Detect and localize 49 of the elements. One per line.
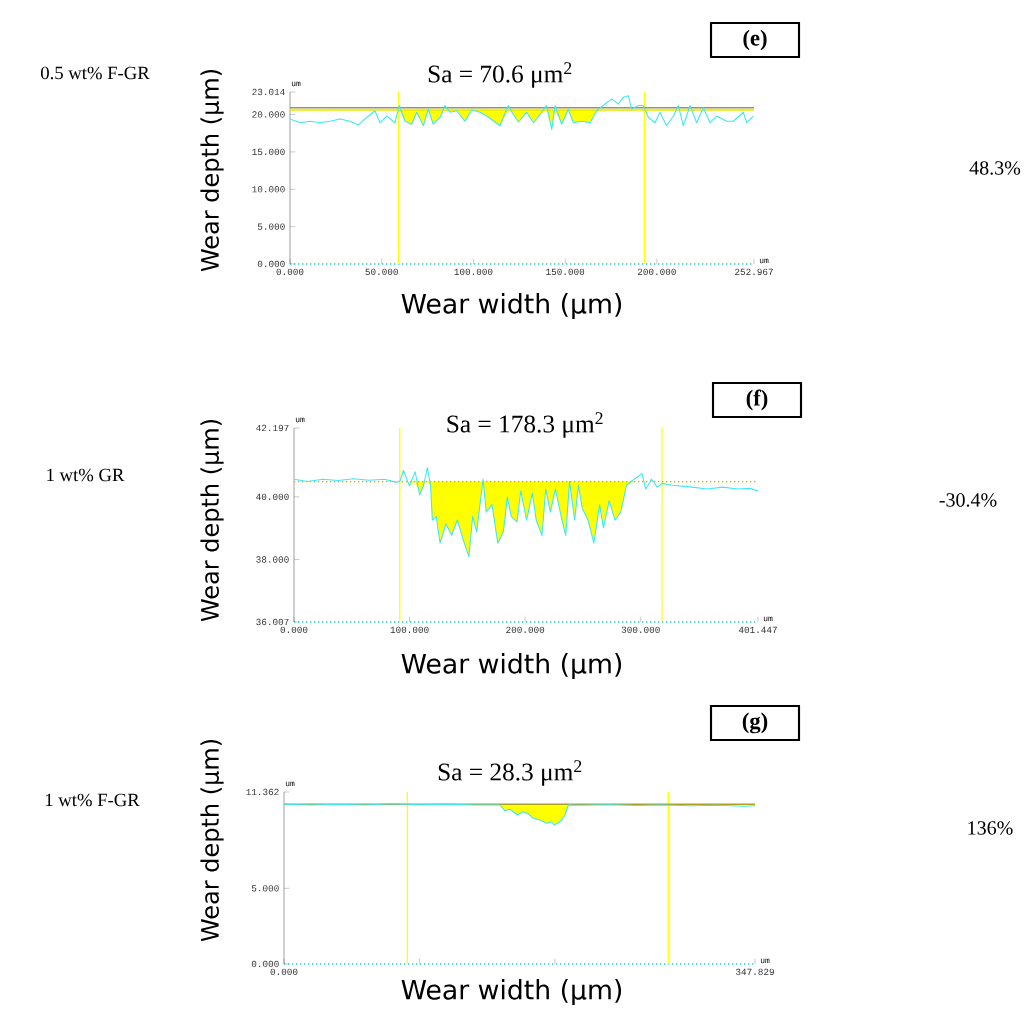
x-axis-title: Wear width (μm) [401,653,622,679]
y-tick-label: 5.000 [251,885,279,892]
x-tick-label: 200.000 [637,268,676,276]
text: Sa = 70.6 μm$^{2}$ [428,62,572,88]
text: 48.3% [969,161,1021,175]
x-tick-label: 300.000 [621,626,660,634]
chart-title: (e) [743,29,767,51]
y-tick-label: 36.007 [256,618,289,626]
y-tick-label: 10.000 [252,186,285,193]
text: um [763,616,773,622]
text: 1 wt% F-GR [45,793,140,807]
x-tick-label: 401.447 [738,626,777,634]
text: Sa = 28.3 μm$^{2}$ [438,760,582,786]
x-tick-label: 200.000 [506,626,545,634]
text: 136% [968,821,1013,835]
text: -30.4% [939,493,997,507]
y-tick-label: 38.000 [256,556,289,563]
y-axis-title: Wear depth (μm) [200,419,224,622]
y-axis-title: Wear depth (μm) [200,69,224,272]
x-axis-title: Wear width (μm) [401,293,622,319]
chart-title: (f) [746,389,768,411]
x-tick-label: 150.000 [546,268,585,276]
x-tick-label: 0.000 [276,268,304,276]
chart-title: (g) [742,712,768,734]
x-tick-label: 347.829 [735,968,774,976]
text: um [285,781,295,787]
x-tick-label: 252.967 [735,268,773,276]
text: um [759,258,769,264]
annotation: Sa = 178.3 μm$^{2}$ [447,412,603,438]
y-tick-label: 11.362 [246,788,279,796]
y-tick-label: 0.000 [251,960,279,968]
y-tick-label: 20.000 [252,111,285,118]
y-tick-label: 40.000 [256,493,289,500]
text: um [760,958,770,964]
text: 1 wt% GR [47,468,125,482]
y-tick-label: 23.014 [252,88,285,96]
y-tick-label: 42.197 [256,424,289,432]
x-tick-label: 100.000 [390,626,429,634]
x-axis-title: Wear width (μm) [401,979,622,1005]
y-tick-label: 5.000 [257,223,285,230]
y-axis-title: Wear depth (μm) [200,739,224,942]
y-tick-label: 15.000 [252,148,285,156]
x-tick-label: 0.000 [280,626,308,634]
text: um [295,417,305,423]
x-tick-label: 100.000 [454,268,493,276]
y-tick-label: 0.000 [257,260,285,268]
text: um [291,81,301,87]
text: 0.5 wt% F-GR [41,66,150,80]
x-tick-label: 50.000 [365,268,398,276]
